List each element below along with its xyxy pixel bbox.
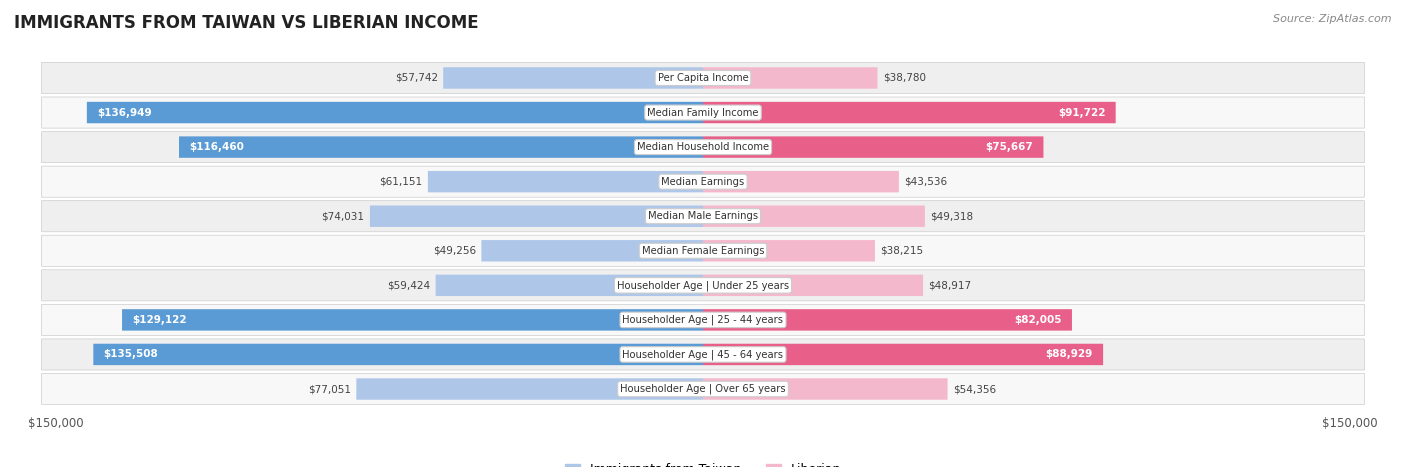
FancyBboxPatch shape bbox=[703, 136, 1043, 158]
FancyBboxPatch shape bbox=[703, 275, 924, 296]
Text: Median Earnings: Median Earnings bbox=[661, 177, 745, 187]
FancyBboxPatch shape bbox=[370, 205, 703, 227]
Text: $150,000: $150,000 bbox=[28, 417, 84, 430]
FancyBboxPatch shape bbox=[703, 309, 1071, 331]
Text: $38,780: $38,780 bbox=[883, 73, 927, 83]
FancyBboxPatch shape bbox=[481, 240, 703, 262]
Text: Per Capita Income: Per Capita Income bbox=[658, 73, 748, 83]
Text: $38,215: $38,215 bbox=[880, 246, 924, 256]
Text: $74,031: $74,031 bbox=[322, 211, 364, 221]
Text: Householder Age | 25 - 44 years: Householder Age | 25 - 44 years bbox=[623, 315, 783, 325]
Text: $48,917: $48,917 bbox=[928, 280, 972, 290]
FancyBboxPatch shape bbox=[42, 132, 1364, 163]
FancyBboxPatch shape bbox=[122, 309, 703, 331]
FancyBboxPatch shape bbox=[42, 270, 1364, 301]
Text: Median Female Earnings: Median Female Earnings bbox=[641, 246, 765, 256]
Text: $49,318: $49,318 bbox=[931, 211, 973, 221]
FancyBboxPatch shape bbox=[42, 166, 1364, 197]
Text: $136,949: $136,949 bbox=[97, 107, 152, 118]
Text: $54,356: $54,356 bbox=[953, 384, 995, 394]
FancyBboxPatch shape bbox=[356, 378, 703, 400]
Text: IMMIGRANTS FROM TAIWAN VS LIBERIAN INCOME: IMMIGRANTS FROM TAIWAN VS LIBERIAN INCOM… bbox=[14, 14, 478, 32]
Text: Median Male Earnings: Median Male Earnings bbox=[648, 211, 758, 221]
Text: Median Family Income: Median Family Income bbox=[647, 107, 759, 118]
FancyBboxPatch shape bbox=[703, 102, 1116, 123]
FancyBboxPatch shape bbox=[179, 136, 703, 158]
FancyBboxPatch shape bbox=[703, 378, 948, 400]
FancyBboxPatch shape bbox=[42, 201, 1364, 232]
Text: Householder Age | 45 - 64 years: Householder Age | 45 - 64 years bbox=[623, 349, 783, 360]
Text: $59,424: $59,424 bbox=[387, 280, 430, 290]
FancyBboxPatch shape bbox=[443, 67, 703, 89]
Text: $135,508: $135,508 bbox=[104, 349, 159, 360]
FancyBboxPatch shape bbox=[42, 97, 1364, 128]
Legend: Immigrants from Taiwan, Liberian: Immigrants from Taiwan, Liberian bbox=[565, 463, 841, 467]
FancyBboxPatch shape bbox=[42, 304, 1364, 335]
Text: $116,460: $116,460 bbox=[190, 142, 245, 152]
FancyBboxPatch shape bbox=[427, 171, 703, 192]
Text: $75,667: $75,667 bbox=[986, 142, 1033, 152]
FancyBboxPatch shape bbox=[42, 63, 1364, 93]
Text: $129,122: $129,122 bbox=[132, 315, 187, 325]
Text: $88,929: $88,929 bbox=[1046, 349, 1092, 360]
Text: $61,151: $61,151 bbox=[380, 177, 422, 187]
FancyBboxPatch shape bbox=[42, 339, 1364, 370]
FancyBboxPatch shape bbox=[87, 102, 703, 123]
FancyBboxPatch shape bbox=[703, 205, 925, 227]
FancyBboxPatch shape bbox=[42, 235, 1364, 266]
Text: $57,742: $57,742 bbox=[395, 73, 437, 83]
Text: $49,256: $49,256 bbox=[433, 246, 477, 256]
Text: Householder Age | Under 25 years: Householder Age | Under 25 years bbox=[617, 280, 789, 290]
Text: $77,051: $77,051 bbox=[308, 384, 352, 394]
FancyBboxPatch shape bbox=[703, 344, 1104, 365]
Text: $43,536: $43,536 bbox=[904, 177, 948, 187]
FancyBboxPatch shape bbox=[436, 275, 703, 296]
FancyBboxPatch shape bbox=[42, 374, 1364, 404]
Text: $150,000: $150,000 bbox=[1322, 417, 1378, 430]
Text: $82,005: $82,005 bbox=[1014, 315, 1062, 325]
FancyBboxPatch shape bbox=[703, 171, 898, 192]
FancyBboxPatch shape bbox=[93, 344, 703, 365]
Text: Householder Age | Over 65 years: Householder Age | Over 65 years bbox=[620, 384, 786, 394]
Text: Median Household Income: Median Household Income bbox=[637, 142, 769, 152]
FancyBboxPatch shape bbox=[703, 67, 877, 89]
FancyBboxPatch shape bbox=[703, 240, 875, 262]
Text: $91,722: $91,722 bbox=[1059, 107, 1105, 118]
Text: Source: ZipAtlas.com: Source: ZipAtlas.com bbox=[1274, 14, 1392, 24]
